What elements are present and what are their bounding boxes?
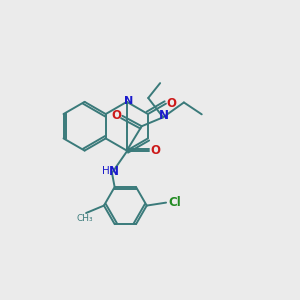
Text: H: H [102, 167, 109, 176]
Text: N: N [109, 165, 119, 178]
Text: N: N [124, 96, 133, 106]
Text: Cl: Cl [168, 196, 181, 208]
Text: N: N [159, 109, 169, 122]
Text: O: O [111, 109, 122, 122]
Text: O: O [166, 97, 176, 110]
Text: CH₃: CH₃ [76, 214, 93, 224]
Text: O: O [151, 144, 161, 158]
